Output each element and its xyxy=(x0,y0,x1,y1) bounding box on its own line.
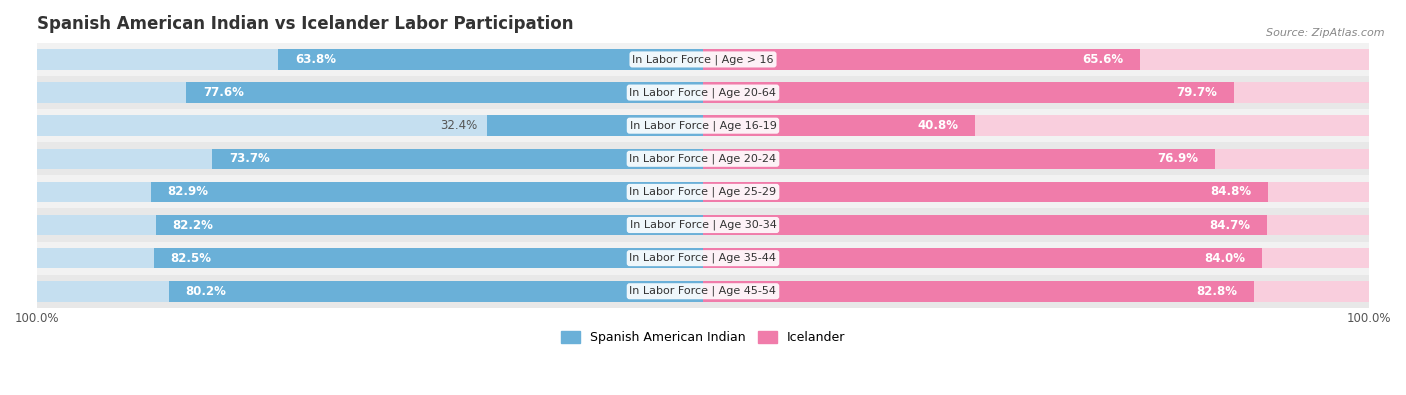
Bar xyxy=(212,149,703,169)
Text: 77.6%: 77.6% xyxy=(202,86,243,99)
Text: In Labor Force | Age > 16: In Labor Force | Age > 16 xyxy=(633,54,773,65)
Text: In Labor Force | Age 20-24: In Labor Force | Age 20-24 xyxy=(630,154,776,164)
Text: Source: ZipAtlas.com: Source: ZipAtlas.com xyxy=(1267,28,1385,38)
Bar xyxy=(703,182,1268,202)
Text: 82.5%: 82.5% xyxy=(170,252,211,265)
Bar xyxy=(703,149,1215,169)
Bar xyxy=(703,248,1369,268)
Bar xyxy=(153,248,703,268)
Text: 84.8%: 84.8% xyxy=(1209,185,1251,198)
Text: Spanish American Indian vs Icelander Labor Participation: Spanish American Indian vs Icelander Lab… xyxy=(37,15,574,33)
Bar xyxy=(703,281,1254,301)
Text: 79.7%: 79.7% xyxy=(1175,86,1218,99)
Text: 80.2%: 80.2% xyxy=(186,285,226,298)
Text: In Labor Force | Age 30-34: In Labor Force | Age 30-34 xyxy=(630,220,776,230)
Text: 84.0%: 84.0% xyxy=(1205,252,1246,265)
Bar xyxy=(703,248,1263,268)
Bar xyxy=(37,242,1369,275)
Bar xyxy=(37,82,703,103)
Text: 76.9%: 76.9% xyxy=(1157,152,1198,165)
Bar xyxy=(703,115,1369,136)
Text: In Labor Force | Age 25-29: In Labor Force | Age 25-29 xyxy=(630,187,776,197)
Bar xyxy=(703,182,1369,202)
Bar xyxy=(37,142,1369,175)
Bar xyxy=(37,275,1369,308)
Bar xyxy=(37,248,703,268)
Text: 84.7%: 84.7% xyxy=(1209,218,1250,231)
Text: In Labor Force | Age 45-54: In Labor Force | Age 45-54 xyxy=(630,286,776,297)
Text: 63.8%: 63.8% xyxy=(295,53,336,66)
Bar xyxy=(37,182,703,202)
Bar xyxy=(37,209,1369,242)
Bar xyxy=(187,82,703,103)
Bar xyxy=(150,182,703,202)
Bar xyxy=(169,281,703,301)
Text: 82.8%: 82.8% xyxy=(1197,285,1237,298)
Bar xyxy=(703,115,974,136)
Bar xyxy=(37,76,1369,109)
Text: In Labor Force | Age 20-64: In Labor Force | Age 20-64 xyxy=(630,87,776,98)
Text: 82.9%: 82.9% xyxy=(167,185,208,198)
Bar xyxy=(37,175,1369,209)
Bar xyxy=(37,115,703,136)
Bar xyxy=(278,49,703,70)
Bar xyxy=(37,109,1369,142)
Text: 40.8%: 40.8% xyxy=(917,119,957,132)
Legend: Spanish American Indian, Icelander: Spanish American Indian, Icelander xyxy=(555,326,851,349)
Bar xyxy=(703,49,1369,70)
Bar xyxy=(156,215,703,235)
Bar xyxy=(37,49,703,70)
Bar xyxy=(703,149,1369,169)
Text: In Labor Force | Age 16-19: In Labor Force | Age 16-19 xyxy=(630,120,776,131)
Bar xyxy=(37,215,703,235)
Bar xyxy=(37,43,1369,76)
Bar xyxy=(703,82,1369,103)
Bar xyxy=(37,149,703,169)
Text: 82.2%: 82.2% xyxy=(173,218,214,231)
Text: 73.7%: 73.7% xyxy=(229,152,270,165)
Bar xyxy=(37,281,703,301)
Bar xyxy=(703,281,1369,301)
Bar xyxy=(703,49,1140,70)
Bar xyxy=(488,115,703,136)
Bar xyxy=(703,82,1233,103)
Text: In Labor Force | Age 35-44: In Labor Force | Age 35-44 xyxy=(630,253,776,263)
Bar xyxy=(703,215,1369,235)
Text: 32.4%: 32.4% xyxy=(440,119,477,132)
Text: 65.6%: 65.6% xyxy=(1083,53,1123,66)
Bar xyxy=(703,215,1267,235)
